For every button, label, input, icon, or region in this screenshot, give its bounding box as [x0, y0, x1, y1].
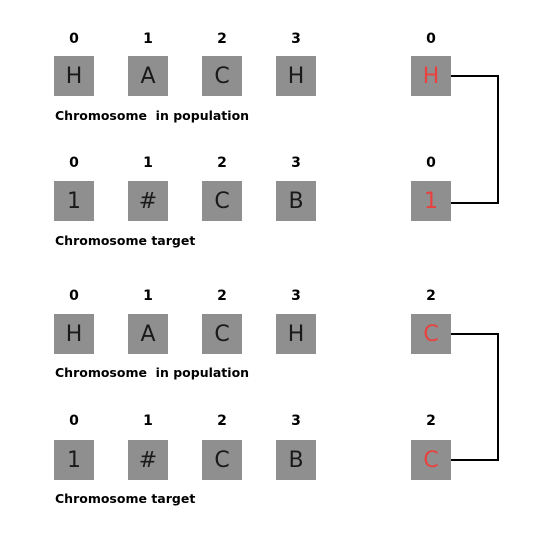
gene-index-label: 3 — [291, 413, 301, 429]
gene-box: 1 — [54, 440, 94, 480]
compared-target-gene-box: C — [411, 440, 451, 480]
gene-box: H — [276, 314, 316, 354]
gene-index-label: 0 — [69, 31, 79, 47]
compared-population-gene-box: H — [411, 56, 451, 96]
gene-box: A — [128, 314, 168, 354]
compared-index-label: 2 — [426, 413, 436, 429]
gene-box: C — [202, 314, 242, 354]
gene-index-label: 1 — [143, 155, 153, 171]
gene-index-label: 2 — [217, 31, 227, 47]
gene-index-label: 1 — [143, 31, 153, 47]
compared-index-label: 0 — [426, 155, 436, 171]
target-chromosome-caption: Chromosome target — [55, 491, 196, 506]
gene-box: A — [128, 56, 168, 96]
gene-index-label: 1 — [143, 413, 153, 429]
comparison-connector-2 — [451, 333, 499, 461]
gene-box: 1 — [54, 181, 94, 221]
gene-index-label: 3 — [291, 31, 301, 47]
gene-index-label: 0 — [69, 288, 79, 304]
gene-box: # — [128, 181, 168, 221]
gene-index-label: 2 — [217, 288, 227, 304]
gene-box: C — [202, 440, 242, 480]
compared-index-label: 0 — [426, 31, 436, 47]
gene-index-label: 0 — [69, 413, 79, 429]
compared-target-gene-box: 1 — [411, 181, 451, 221]
target-chromosome-caption: Chromosome target — [55, 233, 196, 248]
gene-box: # — [128, 440, 168, 480]
population-chromosome-caption: Chromosome in population — [55, 365, 250, 380]
compared-population-gene-box: C — [411, 314, 451, 354]
gene-index-label: 1 — [143, 288, 153, 304]
gene-box: H — [54, 314, 94, 354]
gene-index-label: 2 — [217, 155, 227, 171]
gene-index-label: 0 — [69, 155, 79, 171]
gene-box: C — [202, 181, 242, 221]
gene-box: H — [276, 56, 316, 96]
comparison-connector-1 — [451, 75, 499, 204]
gene-index-label: 3 — [291, 155, 301, 171]
gene-box: C — [202, 56, 242, 96]
gene-box: B — [276, 181, 316, 221]
gene-index-label: 2 — [217, 413, 227, 429]
population-chromosome-caption: Chromosome in population — [55, 108, 250, 123]
compared-index-label: 2 — [426, 288, 436, 304]
gene-box: H — [54, 56, 94, 96]
gene-index-label: 3 — [291, 288, 301, 304]
gene-box: B — [276, 440, 316, 480]
